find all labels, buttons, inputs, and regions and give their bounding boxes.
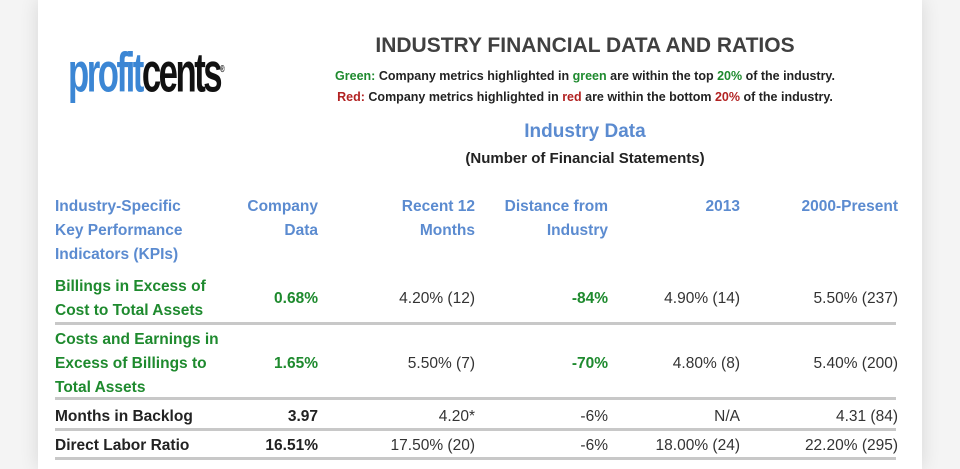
cell-y2013: 4.80% (8) <box>672 355 740 372</box>
cell-y2013: 18.00% (24) <box>655 437 740 454</box>
section-title: Industry Data <box>524 121 646 142</box>
report-card <box>38 0 922 469</box>
kpi-label: Total Assets <box>55 379 146 396</box>
header-distance: Distance from <box>504 198 608 215</box>
cell-recent: 4.20% (12) <box>399 290 475 307</box>
header-recent: Months <box>419 222 475 239</box>
cell-distance: -6% <box>580 408 608 425</box>
legend-green: Green: Company metrics highlighted in gr… <box>335 69 835 83</box>
section-subtitle: (Number of Financial Statements) <box>465 150 705 167</box>
kpi-label: Months in Backlog <box>55 408 193 425</box>
header-company: Data <box>284 222 318 239</box>
cell-recent: 17.50% (20) <box>390 437 475 454</box>
cell-distance: -6% <box>580 437 608 454</box>
kpi-label: Cost to Total Assets <box>55 302 204 319</box>
cell-company: 3.97 <box>287 408 318 425</box>
row-divider <box>55 428 896 431</box>
cell-company: 16.51% <box>265 437 318 454</box>
kpi-label: Direct Labor Ratio <box>55 437 190 454</box>
cell-present: 5.50% (237) <box>813 290 898 307</box>
row-divider <box>55 322 896 325</box>
cell-y2013: N/A <box>714 408 740 425</box>
cell-present: 22.20% (295) <box>804 437 898 454</box>
header-kpi: Industry-Specific <box>55 198 181 215</box>
header-distance: Industry <box>546 222 608 239</box>
cell-distance: -70% <box>571 355 608 372</box>
cell-present: 4.31 (84) <box>835 408 898 425</box>
header-recent: Recent 12 <box>401 198 475 215</box>
kpi-label: Excess of Billings to <box>55 355 207 372</box>
header-present: 2000-Present <box>801 198 898 215</box>
cell-recent: 4.20* <box>438 408 475 425</box>
header-kpi: Key Performance <box>55 222 183 239</box>
kpi-label: Costs and Earnings in <box>55 331 219 348</box>
cell-company: 1.65% <box>274 355 318 372</box>
page-title: INDUSTRY FINANCIAL DATA AND RATIOS <box>375 34 795 57</box>
cell-y2013: 4.90% (14) <box>664 290 740 307</box>
cell-present: 5.40% (200) <box>813 355 898 372</box>
cell-recent: 5.50% (7) <box>407 355 475 372</box>
header-company: Company <box>247 198 318 215</box>
legend-red: Red: Company metrics highlighted in red … <box>337 90 833 104</box>
header-kpi: Indicators (KPIs) <box>55 246 179 263</box>
row-divider <box>55 397 896 400</box>
cell-distance: -84% <box>571 290 608 307</box>
cell-company: 0.68% <box>274 290 318 307</box>
profitcents-logo: profitcents® <box>68 40 225 104</box>
header-y2013: 2013 <box>705 198 740 215</box>
row-divider <box>55 457 896 460</box>
kpi-label: Billings in Excess of <box>55 278 206 295</box>
